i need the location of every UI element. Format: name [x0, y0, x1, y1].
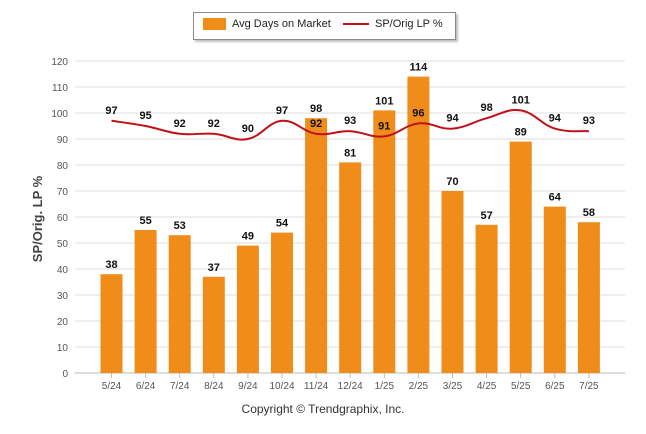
x-tick-label: 10/24 [269, 381, 294, 392]
data-labels: 38 55 53 37 49 54 98 81 101 114 70 57 89 64 58 [105, 62, 595, 274]
y-tick-label: 0 [62, 369, 68, 380]
line-value-label: 95 [139, 110, 151, 122]
bar-value-label: 81 [344, 147, 356, 159]
bar [543, 206, 566, 373]
y-axis-label: SP/Orig. LP % [30, 175, 45, 262]
line-value-label: 97 [276, 105, 288, 117]
legend-item-bars[interactable]: Avg Days on Market [203, 18, 331, 30]
x-tick-label: 3/25 [443, 381, 463, 392]
y-tick-label: 120 [51, 57, 68, 68]
x-tick-label: 6/24 [136, 381, 156, 392]
legend-label-bars: Avg Days on Market [232, 18, 331, 30]
x-tick-label: 6/25 [545, 381, 565, 392]
bar-value-label: 38 [105, 259, 117, 271]
bar [134, 230, 157, 373]
bar-value-label: 70 [446, 176, 458, 188]
y-axis: 0 10 20 30 40 50 60 70 80 90 100 110 120 [51, 57, 68, 380]
x-tick-label: 11/24 [304, 381, 329, 392]
bars [100, 76, 600, 374]
bar [339, 162, 362, 373]
x-tick-label: 9/24 [238, 381, 258, 392]
x-tick-label: 4/25 [477, 381, 497, 392]
bar [373, 110, 396, 374]
bar [236, 245, 259, 373]
legend-label-line: SP/Orig LP % [375, 18, 443, 30]
bar [271, 232, 293, 373]
y-tick-label: 60 [57, 213, 69, 224]
line-value-label: 94 [446, 113, 459, 125]
y-tick-label: 110 [52, 83, 68, 94]
x-tick-label: 2/25 [409, 381, 429, 392]
line-value-label: 92 [174, 118, 186, 130]
y-tick-label: 20 [57, 317, 69, 328]
y-tick-label: 50 [57, 239, 69, 250]
bar-value-label: 55 [139, 215, 151, 227]
y-tick-label: 80 [57, 161, 69, 172]
y-tick-label: 40 [57, 265, 69, 276]
sp-orig-line-path [111, 108, 589, 141]
line-value-label: 92 [208, 118, 220, 130]
x-tick-label: 8/24 [204, 381, 224, 392]
copyright-text: Copyright © Trendgraphix, Inc. [241, 402, 405, 416]
x-axis: 5/24 6/24 7/24 8/24 9/24 10/24 11/24 12/24 1/25 2… [102, 373, 599, 392]
x-tick-label: 1/25 [375, 381, 395, 392]
line-value-label: 92 [310, 118, 322, 130]
bar-value-label: 54 [276, 218, 289, 230]
bar-value-label: 101 [375, 95, 393, 107]
bar [100, 274, 123, 373]
bar [168, 235, 191, 373]
line-value-label: 93 [344, 115, 356, 127]
line-value-label: 98 [480, 102, 492, 114]
y-tick-label: 90 [57, 135, 69, 146]
bar-value-label: 58 [583, 207, 595, 219]
bar-value-label: 53 [174, 220, 186, 232]
bar-value-label: 64 [549, 192, 562, 204]
x-tick-label: 12/24 [338, 381, 363, 392]
x-tick-label: 5/25 [511, 381, 531, 392]
legend-item-line[interactable]: SP/Orig LP % [343, 18, 443, 30]
line-value-label: 93 [583, 115, 595, 127]
y-tick-label: 70 [57, 187, 69, 198]
line-value-label: 94 [549, 113, 562, 125]
x-tick-label: 7/24 [170, 381, 190, 392]
line-value-label: 91 [378, 120, 390, 132]
bar-value-label: 114 [410, 62, 429, 74]
legend-swatch-bars [203, 18, 226, 30]
bar [407, 76, 430, 373]
line-value-label: 101 [512, 94, 530, 106]
legend: Avg Days on Market SP/Orig LP % [193, 12, 456, 40]
bar-value-label: 57 [480, 210, 492, 222]
x-tick-label: 7/25 [579, 381, 599, 392]
bar-value-label: 89 [515, 127, 527, 139]
y-tick-label: 100 [51, 109, 68, 120]
line-value-label: 96 [412, 107, 424, 119]
x-tick-label: 5/24 [102, 381, 122, 392]
bar [509, 141, 532, 373]
sp-orig-line: 97 95 92 92 90 97 92 93 91 96 94 98 101 94 93 [105, 94, 595, 141]
bar [202, 276, 225, 373]
legend-swatch-line [343, 23, 369, 25]
bar [441, 191, 464, 373]
bar [305, 118, 328, 373]
bar-value-label: 49 [242, 231, 254, 243]
bar-value-label: 37 [208, 262, 220, 274]
y-tick-label: 30 [57, 291, 69, 302]
bar [475, 224, 498, 373]
line-value-label: 97 [105, 105, 117, 117]
line-value-label: 90 [242, 123, 254, 135]
y-tick-label: 10 [57, 343, 69, 354]
bar [577, 222, 600, 373]
bar-value-label: 98 [310, 103, 322, 115]
